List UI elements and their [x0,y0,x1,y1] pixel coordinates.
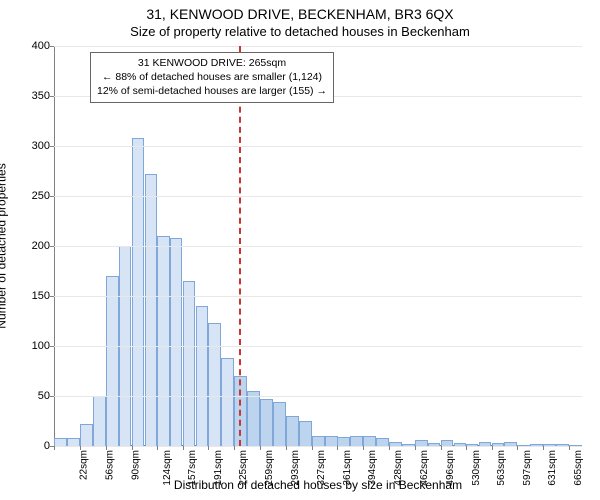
histogram-bar [183,281,196,446]
y-tick-label: 150 [10,290,50,302]
x-tick-mark [106,446,107,450]
grid-line [54,296,582,297]
y-tick-label: 300 [10,140,50,152]
histogram-bar [350,436,363,446]
x-tick-mark [132,446,133,450]
x-tick-label: 22sqm [79,450,90,480]
histogram-bar [93,396,106,446]
histogram-bar [132,138,145,446]
histogram-bar [208,323,221,446]
x-tick-mark [543,446,544,450]
x-tick-mark [415,446,416,450]
grid-line [54,446,582,447]
y-tick-label: 250 [10,190,50,202]
plot-area: 31 KENWOOD DRIVE: 265sqm← 88% of detache… [54,46,582,446]
histogram-bar [325,436,338,446]
page-title: 31, KENWOOD DRIVE, BECKENHAM, BR3 6QX [0,6,600,22]
y-tick-label: 100 [10,340,50,352]
grid-line [54,346,582,347]
histogram-bar [145,174,158,446]
annotation-line: 12% of semi-detached houses are larger (… [97,84,327,98]
y-tick-mark [50,246,54,247]
histogram-bar [170,238,183,446]
grid-line [54,146,582,147]
histogram-bar [196,306,209,446]
x-tick-mark [466,446,467,450]
annotation-line: ← 88% of detached houses are smaller (1,… [97,70,327,84]
histogram-bar [247,391,260,446]
x-tick-mark [260,446,261,450]
property-marker-line [239,46,241,446]
histogram-bar [67,438,80,446]
y-tick-label: 50 [10,390,50,402]
histogram-bar [80,424,93,446]
histogram-bar [273,402,286,446]
x-tick-mark [80,446,81,450]
x-tick-mark [389,446,390,450]
y-tick-mark [50,146,54,147]
x-tick-mark [183,446,184,450]
annotation-line: 31 KENWOOD DRIVE: 265sqm [97,56,327,70]
y-tick-label: 0 [10,440,50,452]
histogram-bar [337,437,350,446]
x-tick-mark [337,446,338,450]
histogram-bar [312,436,325,446]
x-tick-label: 56sqm [104,450,115,480]
y-tick-mark [50,196,54,197]
x-tick-mark [234,446,235,450]
chart-subtitle: Size of property relative to detached ho… [0,24,600,39]
y-tick-mark [50,396,54,397]
y-tick-label: 400 [10,40,50,52]
annotation-box: 31 KENWOOD DRIVE: 265sqm← 88% of detache… [90,52,334,103]
x-tick-mark [312,446,313,450]
x-tick-mark [208,446,209,450]
histogram-bar [286,416,299,446]
histogram-bar [299,421,312,446]
y-tick-mark [50,96,54,97]
y-axis-label: Number of detached properties [0,46,8,446]
histogram-bar [157,236,170,446]
histogram-bar [106,276,119,446]
histogram-bar [363,436,376,446]
grid-line [54,46,582,47]
x-tick-mark [492,446,493,450]
x-axis-label: Distribution of detached houses by size … [54,478,582,492]
grid-line [54,246,582,247]
y-tick-label: 350 [10,90,50,102]
y-tick-mark [50,346,54,347]
x-tick-mark [157,446,158,450]
x-tick-mark [441,446,442,450]
histogram-bar [221,358,234,446]
x-tick-mark [54,446,55,450]
grid-line [54,196,582,197]
chart-root: 31, KENWOOD DRIVE, BECKENHAM, BR3 6QX Si… [0,0,600,500]
histogram-bar [376,438,389,446]
x-tick-mark [286,446,287,450]
y-tick-mark [50,296,54,297]
histogram-bar [260,399,273,446]
y-tick-label: 200 [10,240,50,252]
x-tick-mark [569,446,570,450]
y-tick-mark [50,46,54,47]
x-tick-mark [517,446,518,450]
x-tick-label: 90sqm [130,450,141,480]
x-tick-mark [363,446,364,450]
histogram-bar [54,438,67,446]
grid-line [54,396,582,397]
